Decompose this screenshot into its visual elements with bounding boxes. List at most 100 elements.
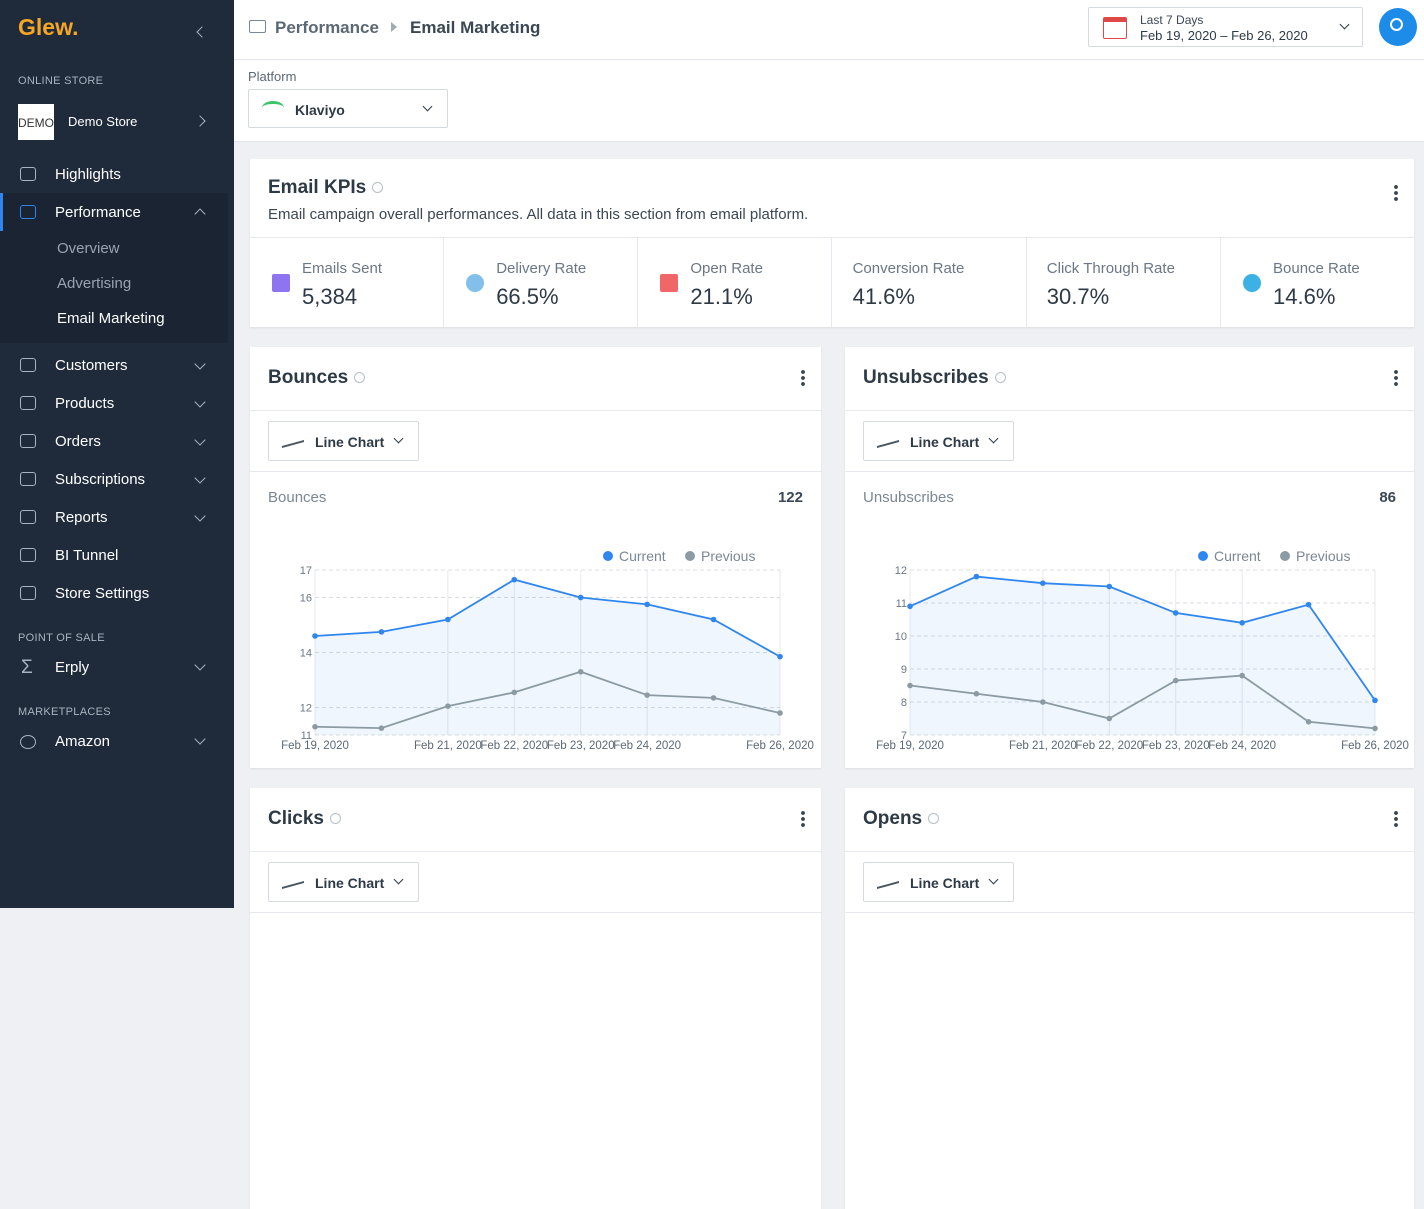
x-tick-label: Feb 21, 2020 <box>1009 740 1077 752</box>
chevron <box>393 433 404 444</box>
nav-item[interactable]: Subscriptions <box>55 471 146 488</box>
store-thumb: DEMO <box>18 104 54 140</box>
y-tick-label: 11 <box>301 730 312 742</box>
x-tick-label: Feb 21, 2020 <box>414 740 482 752</box>
info[interactable] <box>354 372 366 384</box>
y-tick-label: 9 <box>901 664 907 676</box>
metric-label: Unsubscribes <box>863 489 954 506</box>
divider <box>250 410 821 411</box>
y-tick-label: 12 <box>300 703 312 715</box>
info[interactable] <box>994 372 1006 384</box>
y-tick-label: 17 <box>300 565 312 577</box>
icon <box>20 167 36 181</box>
info[interactable] <box>928 813 940 825</box>
breadcrumb[interactable]: Performance <box>275 18 379 37</box>
platform-select[interactable]: Klaviyo <box>248 89 448 128</box>
info[interactable] <box>372 182 384 194</box>
chart-type-select[interactable]: Line Chart <box>268 862 419 902</box>
kpi-label: Delivery Rate <box>496 260 587 277</box>
sub-item[interactable]: Advertising <box>57 275 132 292</box>
platform-icon <box>262 101 284 115</box>
card-title-row: Opens <box>863 808 940 830</box>
x-tick-label: Feb 23, 2020 <box>1142 740 1210 752</box>
legend-swatch <box>1198 551 1208 561</box>
nav-item[interactable]: Highlights <box>55 166 121 183</box>
metric-total: 86 <box>1379 489 1396 506</box>
nav-item[interactable]: Customers <box>55 357 128 374</box>
info[interactable] <box>329 813 341 825</box>
kpi-value: 66.5% <box>496 284 559 309</box>
x-tick-label: Feb 22, 2020 <box>480 740 548 752</box>
card-title: Bounces <box>268 367 349 388</box>
chart-type: Line Chart <box>910 434 980 450</box>
legend-label: Current <box>1214 548 1261 564</box>
line-icon <box>282 432 304 448</box>
collapse[interactable] <box>196 26 208 38</box>
line <box>314 578 781 658</box>
description: Email campaign overall performances. All… <box>268 206 809 223</box>
chart-type: Line Chart <box>315 875 385 891</box>
metric-total: 122 <box>777 489 803 506</box>
sub-item[interactable]: Overview <box>57 240 120 257</box>
nav-item[interactable]: Products <box>55 395 115 412</box>
legend-label: Previous <box>1296 548 1350 564</box>
nav-item[interactable]: Erply <box>55 659 90 676</box>
kpi-value: 41.6% <box>852 284 915 309</box>
point <box>973 573 980 580</box>
chart-type-select[interactable]: Line Chart <box>268 421 419 461</box>
point <box>777 653 783 660</box>
point <box>511 689 518 696</box>
chart-type-select[interactable]: Line Chart <box>863 421 1014 461</box>
area <box>910 576 1375 735</box>
nav-item[interactable]: Reports <box>55 509 108 526</box>
menu[interactable] <box>1394 810 1398 828</box>
x-tick-label: Feb 24, 2020 <box>613 740 681 752</box>
point <box>312 633 318 639</box>
kpi-item: Emails Sent 5,384 <box>250 238 444 327</box>
icon <box>20 548 36 562</box>
icon <box>20 434 36 448</box>
chevron <box>194 659 206 671</box>
y-tick-label: 14 <box>300 648 312 660</box>
point <box>907 603 913 610</box>
kpi-item: Open Rate 21.1% <box>638 238 833 327</box>
search-button[interactable] <box>1379 8 1417 46</box>
nav-item[interactable]: Store Settings <box>55 585 150 602</box>
nav-group <box>0 193 228 343</box>
y-tick-label: 8 <box>901 697 907 709</box>
nav-item[interactable]: Amazon <box>55 733 111 750</box>
chart-type-select[interactable]: Line Chart <box>863 862 1014 902</box>
menu[interactable] <box>1394 184 1398 202</box>
point <box>577 668 584 675</box>
menu[interactable] <box>801 810 805 828</box>
point <box>378 725 385 731</box>
divider <box>845 410 1414 411</box>
sub-item[interactable]: Email Marketing <box>57 310 165 327</box>
kpi-label: Click Through Rate <box>1046 260 1175 277</box>
nav-item[interactable]: Orders <box>55 433 101 450</box>
kpi-value: 21.1% <box>690 284 753 309</box>
date-picker[interactable]: Last 7 Days Feb 19, 2020 – Feb 26, 2020 <box>1088 7 1363 47</box>
chevron <box>1339 19 1350 30</box>
kpi-icon <box>272 274 290 292</box>
divider <box>234 59 1424 60</box>
point <box>644 692 650 698</box>
store-name[interactable]: Demo Store <box>68 114 138 129</box>
logo[interactable]: Glew. <box>18 14 79 40</box>
point <box>1106 583 1113 590</box>
chevron <box>194 358 206 370</box>
point <box>1372 725 1378 732</box>
section-heading: ONLINE STORE <box>18 75 104 87</box>
nav-item[interactable]: Performance <box>55 204 141 221</box>
point <box>1239 672 1245 679</box>
chevron <box>194 472 206 484</box>
menu[interactable] <box>1394 369 1398 387</box>
point <box>312 723 318 730</box>
platform-value: Klaviyo <box>295 102 345 118</box>
breadcrumb: Email Marketing <box>410 18 541 37</box>
nav-item[interactable]: BI Tunnel <box>55 547 119 564</box>
menu[interactable] <box>801 369 805 387</box>
card-title: Clicks <box>268 808 324 829</box>
kpi-value: 14.6% <box>1273 284 1336 309</box>
